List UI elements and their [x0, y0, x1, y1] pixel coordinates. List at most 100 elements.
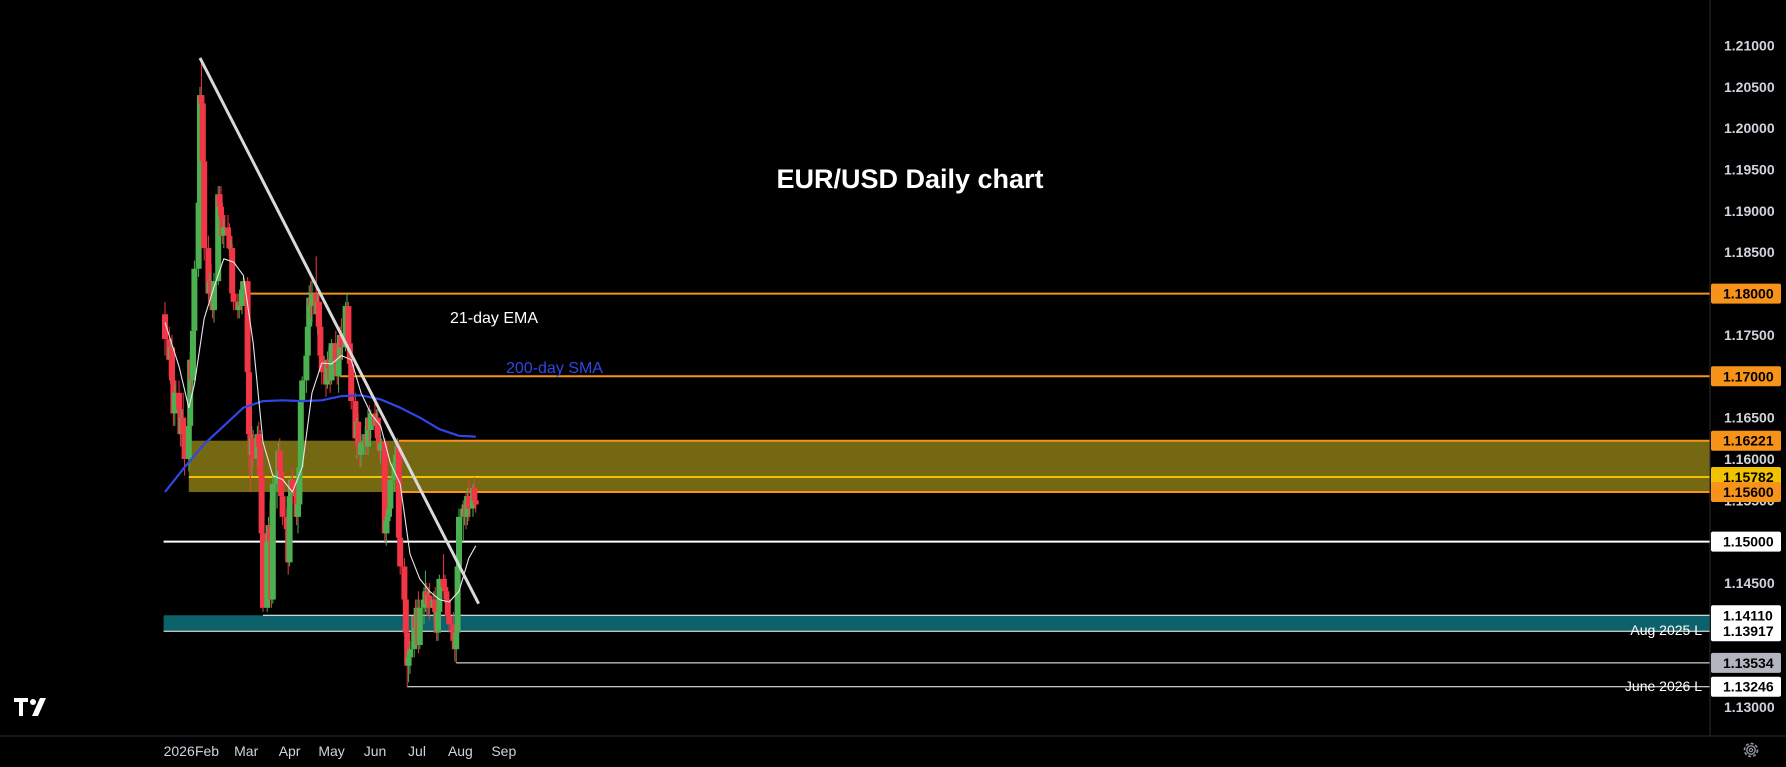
candle-body — [187, 359, 194, 426]
price-tag-1.15782: 1.15782 — [1711, 466, 1781, 487]
candle-body — [316, 301, 322, 327]
candle-body — [274, 475, 280, 484]
time-axis[interactable]: 2026 Feb Mar Apr May Jun Jul Aug Sep — [164, 743, 517, 759]
candle-body — [472, 500, 479, 505]
price-tag-1.18000: 1.18000 — [1711, 283, 1781, 304]
time-tick-label: Jun — [364, 743, 387, 759]
candle-body — [402, 599, 409, 633]
candle-body — [401, 566, 408, 600]
svg-text:1.15600: 1.15600 — [1723, 484, 1774, 500]
zone-gold — [188, 440, 1710, 493]
candle-body — [465, 496, 472, 509]
price-tag-1.13917: 1.13917 — [1711, 621, 1781, 642]
price-tick-label: 1.13000 — [1724, 699, 1775, 715]
candle-body — [230, 293, 237, 302]
candle-body — [374, 417, 381, 439]
time-tick-label: Mar — [234, 743, 258, 759]
candle-body — [411, 616, 418, 650]
time-tick-label: May — [318, 743, 344, 759]
zones-layer — [163, 440, 1711, 632]
candle-body — [220, 227, 227, 236]
candle-body — [278, 471, 285, 497]
candle-body — [246, 372, 252, 435]
candle-body — [384, 516, 391, 521]
price-tick-label: 1.20500 — [1724, 79, 1775, 95]
candle-body — [279, 496, 286, 517]
price-tick-label: 1.20000 — [1724, 120, 1775, 136]
price-tag-1.16221: 1.16221 — [1711, 430, 1781, 451]
svg-text:1.13246: 1.13246 — [1723, 679, 1774, 695]
price-tick-label: 1.16500 — [1724, 410, 1775, 426]
candle-body — [198, 95, 205, 104]
candle-body — [444, 599, 451, 617]
price-tick-label: 1.16000 — [1724, 451, 1775, 467]
candle-body — [229, 248, 236, 294]
settings-gear-icon[interactable] — [1741, 740, 1761, 760]
candle-body — [426, 595, 433, 608]
candle-body — [358, 442, 364, 455]
candle-body — [191, 268, 198, 331]
candle-body — [367, 413, 374, 431]
candle-body — [405, 657, 412, 666]
price-tick-label: 1.21000 — [1724, 37, 1775, 53]
price-tag-1.15600: 1.15600 — [1711, 482, 1781, 503]
candle-body — [328, 343, 335, 381]
time-tick-label: Apr — [279, 743, 301, 759]
candle-body — [297, 401, 304, 468]
candle-body — [352, 401, 359, 439]
candle-body — [244, 281, 251, 373]
candle-body — [258, 475, 265, 534]
candle-body — [338, 334, 345, 348]
candle-body — [348, 363, 355, 402]
downtrend-line — [198, 57, 480, 605]
svg-text:1.15782: 1.15782 — [1723, 469, 1774, 485]
aug-2025-low-label: Aug 2025 L — [1630, 622, 1702, 638]
time-tick-label: Sep — [491, 743, 516, 759]
price-tag-1.14110: 1.14110 — [1711, 605, 1781, 626]
candle-body — [387, 479, 394, 509]
svg-text:1.16221: 1.16221 — [1723, 433, 1774, 449]
candle-body — [225, 227, 231, 236]
svg-text:1.18000: 1.18000 — [1723, 286, 1774, 302]
candle-body — [407, 649, 413, 658]
candle-body — [416, 607, 423, 646]
time-tick-label: Feb — [195, 743, 219, 759]
candle-body — [215, 194, 222, 282]
candle-body — [395, 446, 402, 538]
june-2026-low-label: June 2026 L — [1625, 678, 1702, 694]
candle-body — [239, 289, 245, 306]
chart-title: EUR/USD Daily chart — [776, 164, 1043, 194]
svg-text:1.15000: 1.15000 — [1723, 534, 1774, 550]
candle-body — [199, 103, 206, 162]
indicator-lines-layer — [164, 57, 480, 605]
candle-body — [304, 326, 311, 356]
candle-body — [309, 293, 315, 306]
svg-text:1.13534: 1.13534 — [1723, 655, 1774, 671]
candle-body — [264, 541, 271, 608]
tradingview-logo-icon[interactable] — [12, 692, 56, 722]
price-tick-label: 1.14500 — [1724, 575, 1775, 591]
time-tick-label: 2026 — [164, 743, 195, 759]
candle-body — [286, 496, 293, 563]
candle-body — [397, 537, 404, 567]
candle-body — [205, 248, 212, 294]
candle-body — [176, 392, 182, 410]
candle-body — [269, 483, 276, 600]
candle-body — [446, 616, 453, 625]
candle-body — [306, 297, 313, 327]
candle-body — [454, 566, 461, 633]
svg-text:1.13917: 1.13917 — [1723, 623, 1774, 639]
sma-label: 200-day SMA — [506, 360, 603, 377]
candle-body — [332, 343, 339, 364]
candle-body — [381, 442, 388, 534]
time-tick-label: Aug — [448, 743, 473, 759]
price-tag-1.13534: 1.13534 — [1711, 652, 1781, 673]
candle-body — [303, 355, 310, 381]
candle-body — [185, 425, 192, 459]
candle-body — [453, 632, 460, 650]
svg-text:1.17000: 1.17000 — [1723, 368, 1774, 384]
candle-body — [442, 587, 448, 592]
candle-body — [162, 314, 168, 340]
